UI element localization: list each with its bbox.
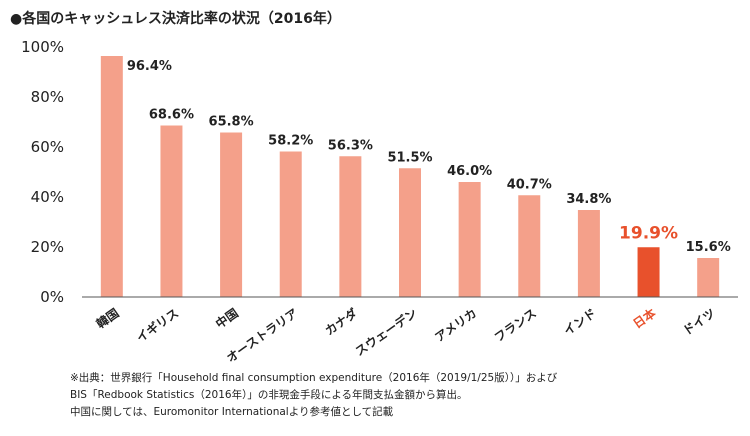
value-labels: 96.4% 68.6% 65.8% 58.2% 56.3% 51.5% 46.0% 40.7%… [127,59,731,255]
value-label: 19.9% [619,223,678,243]
y-tick-label: 100% [21,38,64,56]
category-label: スウェーデン [352,305,420,359]
value-label: 40.7% [507,177,552,192]
bar [697,258,720,297]
value-label: 65.8% [209,115,254,130]
value-label: 34.8% [566,192,611,207]
chart-title: ●各国のキャッシュレス決済比率の状況（2016年） [10,11,341,27]
y-tick-label: 0% [40,288,64,306]
bar [100,56,123,297]
bar [220,132,243,297]
y-tick-label: 80% [31,88,64,106]
bar [399,168,421,297]
y-tick-label: 60% [31,138,64,156]
note-line-2: BIS「Redbook Statistics（2016年）」の非現金手段による年… [70,389,468,401]
bar [279,151,302,297]
value-label: 15.6% [686,240,731,255]
bar-chart: 0% 20% 40% 60% 80% 100% 96.4% 68.6% 65.8% 58.2% 5… [21,38,738,365]
y-axis: 0% 20% 40% 60% 80% 100% [21,38,64,306]
value-label: 58.2% [268,134,313,149]
value-label: 46.0% [447,164,492,179]
bar [160,125,183,297]
bar [577,210,600,297]
source-notes: ※出典：世界銀行「Household final consumption exp… [70,370,557,421]
y-tick-label: 20% [31,238,64,256]
bars [100,56,720,297]
value-label: 68.6% [149,108,194,123]
category-label: カナダ [322,305,360,338]
y-tick-label: 40% [31,188,64,206]
note-line-1: ※出典：世界銀行「Household final consumption exp… [70,372,558,384]
value-label: 56.3% [328,138,373,153]
category-label: アメリカ [432,306,479,345]
category-label: インド [561,306,599,338]
value-label: 96.4% [127,59,172,74]
category-label: フランス [492,306,539,345]
bar [339,156,362,297]
bar [637,247,660,297]
category-label: ドイツ [680,306,718,338]
category-label: 日本 [630,305,658,331]
note-line-3: 中国に関しては、Euromonitor Internationalより参考値とし… [70,406,394,418]
category-label: 韓国 [93,305,121,331]
category-label: イギリス [133,305,181,345]
value-label: 51.5% [387,150,432,165]
bar [458,182,481,297]
bar [518,195,541,297]
category-label: 中国 [213,305,241,331]
